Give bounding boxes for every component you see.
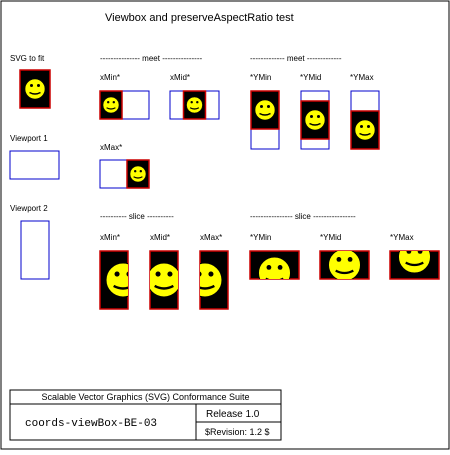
slice-right-heading: ---------------- slice ---------------- [250,212,356,221]
slice-ymin-viewport [249,250,300,280]
meet-ymax-label: *YMax [350,73,374,82]
meet-ymin-label: *YMin [250,73,271,82]
slice-xmax-viewport [199,250,229,310]
meet-left-heading: --------------- meet --------------- [100,54,202,63]
meet-xmid-viewport [169,90,220,120]
meet-ymin-viewport [250,90,280,150]
meet-xmax-label: xMax* [100,143,122,152]
smiley-face-icon [304,109,326,131]
revision-label: $Revision: 1.2 $ [205,427,270,437]
svg-to-fit-label: SVG to fit [10,54,45,63]
meet-ymid-label: *YMid [300,73,321,82]
smiley-face-icon [200,261,224,299]
meet-xmax-viewport [99,159,150,189]
smiley-face-icon [129,165,147,183]
smiley-face-icon [185,96,204,114]
slice-xmax-label: xMax* [200,233,222,242]
viewport-2-box [20,220,50,280]
svg-to-fit-sample [19,69,51,109]
slice-ymid-viewport [319,250,370,280]
meet-right-heading: ------------- meet ------------- [250,54,342,63]
meet-ymax-viewport [350,90,380,150]
slice-xmid-viewport [149,250,179,310]
test-id: coords-viewBox-BE-03 [25,418,157,430]
slice-ymin-label: *YMin [250,233,271,242]
slice-left-heading: ---------- slice ---------- [100,212,174,221]
slice-ymax-viewport [389,250,440,280]
slice-xmin-viewport [99,250,129,310]
smiley-face-icon [24,78,46,100]
footer-frame [9,389,282,441]
smiley-face-icon [102,96,120,114]
meet-ymid-viewport [300,90,330,150]
viewport-1-label: Viewport 1 [10,134,48,143]
slice-xmid-label: xMid* [150,233,170,242]
conformance-footer: Scalable Vector Graphics (SVG) Conforman… [9,389,282,441]
meet-xmin-viewport [99,90,150,120]
smiley-face-icon [327,251,362,279]
slice-xmin-label: xMin* [100,233,120,242]
slice-ymax-label: *YMax [390,233,414,242]
viewport-2-label: Viewport 2 [10,204,48,213]
release-label: Release 1.0 [206,409,260,420]
meet-xmid-label: xMid* [170,73,190,82]
smiley-face-icon [150,261,178,299]
smiley-face-icon [104,261,128,299]
meet-xmin-label: xMin* [100,73,120,82]
page-title: Viewbox and preserveAspectRatio test [105,12,294,24]
viewport-1-box [9,150,60,180]
smiley-face-icon [397,251,432,275]
smiley-face-icon [254,99,276,121]
smiley-face-icon [354,119,376,141]
suite-title: Scalable Vector Graphics (SVG) Conforman… [41,392,249,402]
smiley-face-icon [257,255,292,279]
slice-ymid-label: *YMid [320,233,341,242]
